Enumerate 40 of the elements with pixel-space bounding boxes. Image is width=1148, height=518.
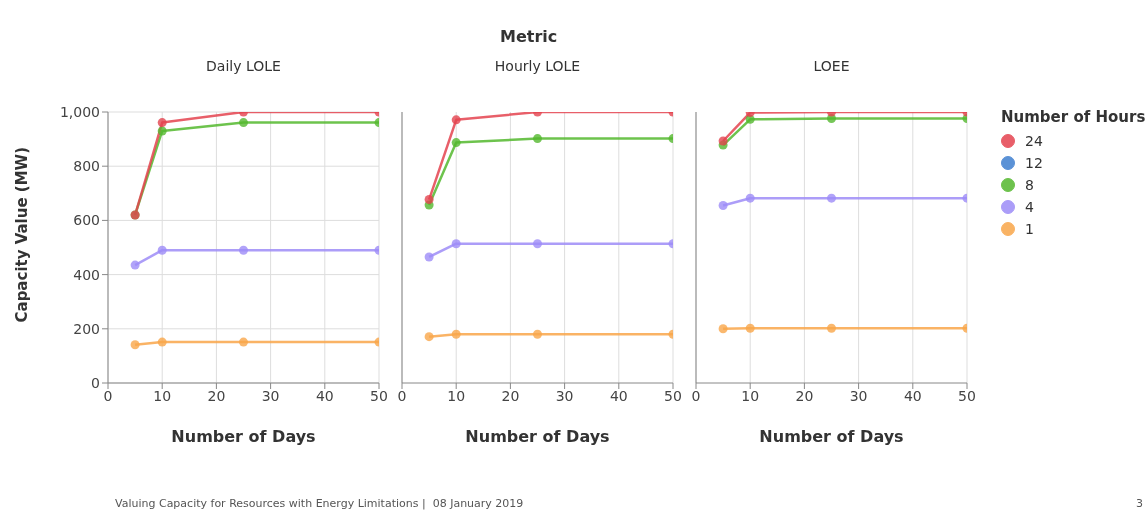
x-tick-label: 0 bbox=[691, 387, 701, 404]
text: Valuing Capacity for Resources with Energy Limitations | 08 January 2019 bbox=[115, 497, 524, 510]
y-axis-title: Capacity Value (MW) bbox=[13, 146, 32, 323]
y-tick-label: 200 bbox=[73, 320, 100, 337]
x-tick-label: 40 bbox=[315, 387, 334, 404]
x-tick-label: 20 bbox=[501, 387, 520, 404]
x-tick-label: 0 bbox=[103, 387, 113, 404]
legend-title: Number of Hours bbox=[1001, 108, 1146, 126]
y-tick-label: 1,000 bbox=[59, 103, 100, 120]
x-axis-title: Number of Days bbox=[759, 427, 904, 446]
x-tick-label: 30 bbox=[555, 387, 574, 404]
y-tick-label: 400 bbox=[73, 266, 100, 283]
x-tick-label: 30 bbox=[261, 387, 280, 404]
x-axis-title: Number of Days bbox=[171, 427, 316, 446]
x-tick-label: 40 bbox=[903, 387, 922, 404]
y-tick-label: 800 bbox=[73, 158, 100, 175]
y-tick-label: 0 bbox=[91, 374, 100, 391]
x-tick-label: 10 bbox=[153, 387, 172, 404]
legend-label: 12 bbox=[1025, 155, 1043, 171]
x-tick-label: 20 bbox=[207, 387, 226, 404]
x-tick-label: 10 bbox=[447, 387, 466, 404]
x-tick-label: 50 bbox=[664, 387, 682, 404]
chart-title: Hourly LOLE bbox=[493, 58, 582, 74]
x-tick-label: 20 bbox=[795, 387, 814, 404]
x-tick-label: 40 bbox=[609, 387, 628, 404]
y-tick-label: 600 bbox=[73, 212, 100, 229]
x-tick-label: 10 bbox=[741, 387, 760, 404]
chart-title: Daily LOLE bbox=[205, 58, 282, 74]
x-tick-label: 50 bbox=[370, 387, 388, 404]
x-tick-label: 50 bbox=[958, 387, 976, 404]
legend-label: 24 bbox=[1025, 133, 1043, 149]
legend-label: 4 bbox=[1025, 199, 1034, 215]
legend-label: 8 bbox=[1025, 177, 1034, 193]
x-axis-title: Number of Days bbox=[465, 427, 610, 446]
x-tick-label: 30 bbox=[849, 387, 868, 404]
text: Metric bbox=[500, 27, 558, 46]
x-tick-label: 0 bbox=[397, 387, 407, 404]
chart-title: LOEE bbox=[812, 58, 851, 74]
legend-label: 1 bbox=[1025, 221, 1034, 237]
text: 3 bbox=[1136, 497, 1143, 510]
